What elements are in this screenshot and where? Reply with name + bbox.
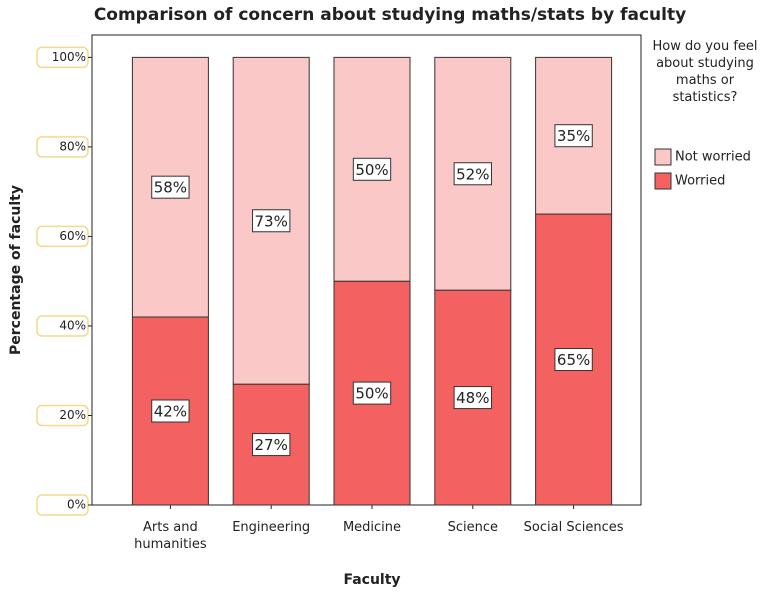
value-label-box — [453, 162, 492, 186]
legend-swatch — [654, 148, 672, 166]
y-tick-label: 40% — [59, 318, 86, 332]
y-tick-label: 20% — [59, 408, 86, 422]
value-label-box — [352, 381, 392, 405]
value-label: 50% — [355, 385, 388, 403]
value-label: 50% — [355, 161, 388, 179]
value-label: 58% — [154, 179, 187, 197]
value-label: 52% — [456, 165, 489, 183]
legend-swatch — [654, 172, 672, 190]
value-label-box — [151, 399, 190, 423]
x-tick-label: Arts and humanities — [134, 520, 207, 552]
value-label-box — [252, 209, 291, 233]
x-tick-label: Social Sciences — [523, 520, 624, 535]
x-tick-label: Engineering — [232, 520, 311, 535]
y-tick-label: 0% — [67, 498, 86, 512]
value-label: 42% — [154, 403, 187, 421]
value-label-box — [352, 157, 392, 181]
value-label: 65% — [557, 351, 590, 369]
legend-label: Not worried — [675, 150, 751, 165]
value-label-box — [554, 124, 593, 148]
y-tick-label: 80% — [59, 139, 86, 153]
y-tick-label: 100% — [52, 50, 86, 64]
value-label-box — [554, 348, 593, 372]
value-label: 48% — [456, 389, 489, 407]
x-tick-label: Science — [447, 520, 498, 535]
value-label: 35% — [557, 127, 590, 145]
y-tick-label: 60% — [59, 229, 86, 243]
value-label-box — [151, 175, 190, 199]
value-label-box — [453, 386, 492, 410]
x-tick-label: Medicine — [342, 520, 402, 535]
x-axis-label: Faculty — [343, 572, 400, 588]
legend-title: How do you feel about studying maths or … — [652, 39, 758, 105]
bar-segment — [535, 56, 613, 215]
legend-label: Worried — [675, 174, 725, 189]
value-label: 27% — [255, 436, 288, 454]
value-label: 73% — [255, 212, 288, 230]
value-label-box — [252, 433, 291, 457]
chart-title: Comparison of concern about studying mat… — [94, 5, 686, 25]
y-axis-label: Percentage of faculty — [8, 185, 24, 355]
